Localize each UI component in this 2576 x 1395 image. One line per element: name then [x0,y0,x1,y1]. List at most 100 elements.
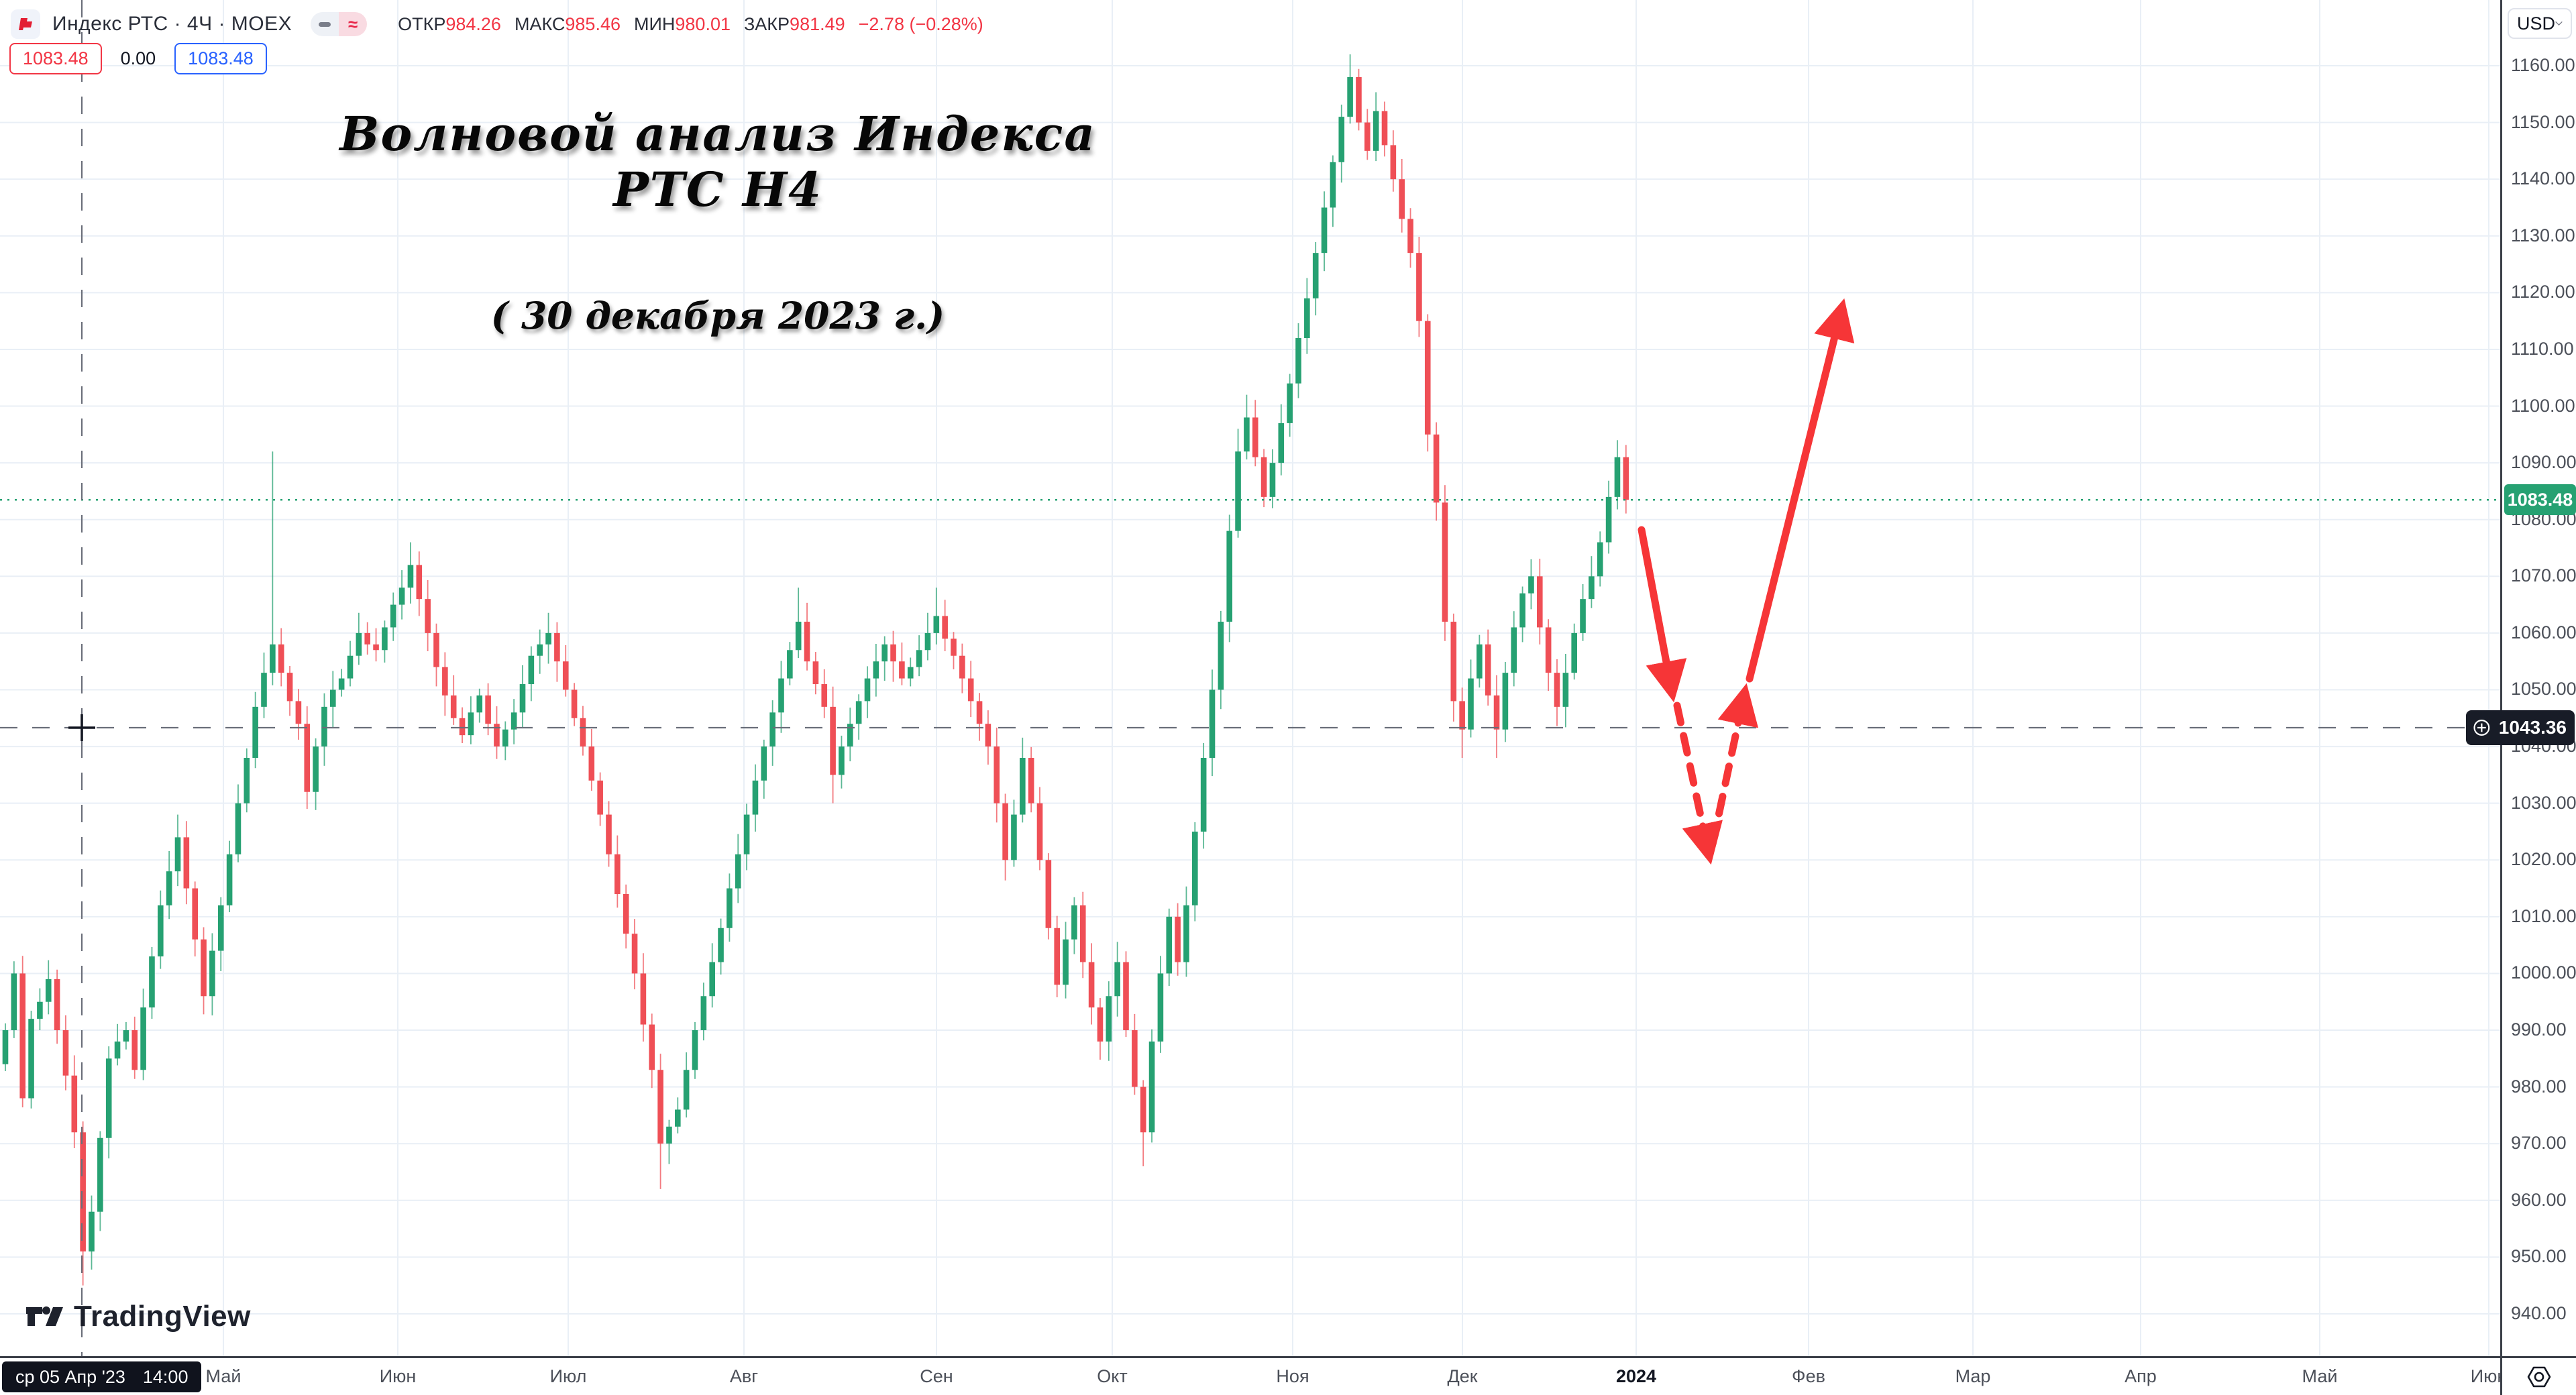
month-tick-label[interactable]: Мар [1955,1366,1991,1386]
currency-dropdown[interactable]: USD [2508,8,2572,39]
price-tick-label: 1120.00 [2511,282,2575,302]
candle-body [1148,1041,1155,1133]
candle-body [752,780,759,815]
dash-style-toggle-button[interactable] [311,12,339,36]
candle-body [459,718,466,736]
crosshair-time: 14:00 [142,1366,189,1387]
candle-body [1269,463,1276,497]
crosshair-plus-marker [68,714,95,741]
candle-body [131,1030,138,1070]
candle-body [54,979,60,1031]
add-alert-plus-icon[interactable] [2471,716,2492,739]
open-value: 984.26 [445,13,501,34]
candle-body [235,803,241,854]
price-axis[interactable]: USD 1160.00 1150.00 1140.00 1130.00 1120.00 1… [2500,0,2576,1356]
candle-body [1502,673,1509,730]
candle-body [519,684,526,713]
month-tick-label[interactable]: Апр [2125,1366,2157,1386]
crosshair-price-badge: 1043.36 [2466,710,2575,745]
candle-body [528,655,535,685]
candle-body [1364,122,1371,151]
candle-body [839,746,845,775]
candle-body [933,616,940,633]
last-price-badge: 1083.48 [2504,484,2576,516]
forecast-arrow-solid[interactable] [1638,526,1687,703]
candle-body [1605,496,1612,543]
price-tick-label: 1150.00 [2511,111,2575,132]
close-value: 981.49 [790,13,845,34]
candle-body [1079,905,1086,962]
candle-body [959,655,965,679]
candle-body [149,956,155,1008]
candle-body [494,724,500,747]
candle-body [373,644,379,651]
candle-body [1571,632,1577,673]
symbol-title[interactable]: Индекс РТС · 4Ч · MOEX [52,13,292,35]
candle-body [217,905,224,951]
candle-body [899,661,905,679]
time-axis[interactable]: ср 05 Апр '23 14:00 Май Июн Июл Авг Сен Окт Но… [0,1356,2507,1395]
candle-body [907,667,914,679]
forecast-arrow-solid[interactable] [1746,298,1855,683]
month-tick-label[interactable]: Фев [1792,1366,1825,1386]
candle-body [1218,621,1224,690]
forecast-arrow-dashed[interactable] [1673,702,1723,865]
price-tick-label: 1010.00 [2511,905,2576,926]
candle-body [1356,76,1362,123]
candle-body [19,973,25,1099]
candle-body [580,718,586,747]
candle-body [916,650,922,667]
candle-body [623,894,629,934]
month-tick-label[interactable]: Май [2302,1366,2338,1386]
price-box-blue[interactable]: 1083.48 [174,43,267,74]
candle-body [1312,253,1319,298]
price-box-red[interactable]: 1083.48 [9,43,102,74]
low-value: 980.01 [675,13,731,34]
rts-flag-icon [19,18,32,30]
candle-body [778,678,784,713]
candle-body [1537,576,1543,628]
candle-body [407,565,414,588]
wave-style-toggle-button[interactable]: ≈ [339,12,368,36]
candle-body [727,888,733,928]
candle-body [442,667,448,695]
candlestick-chart-canvas[interactable] [0,0,2500,1356]
candle-body [795,621,802,651]
price-tick-label: 940.00 [2511,1302,2567,1323]
price-tick-label: 990.00 [2511,1019,2567,1040]
month-tick-label[interactable]: Окт [1097,1366,1128,1386]
candle-body [28,1019,34,1099]
chevron-down-icon [2555,21,2563,26]
month-tick-label[interactable]: Авг [729,1366,759,1386]
month-tick-label[interactable]: Июл [549,1366,587,1386]
candle-body [1442,502,1448,622]
month-tick-label[interactable]: 2024 [1615,1366,1657,1386]
candle-body [158,905,164,957]
candle-body [140,1007,146,1070]
candle-body [718,928,724,962]
tradingview-watermark-text: TradingView [74,1300,251,1333]
candle-body [1097,1007,1104,1042]
candle-body [1054,928,1060,985]
forecast-arrow-dashed[interactable] [1709,683,1759,848]
candle-body [286,673,293,702]
candle-body [244,757,250,803]
settings-gear-icon[interactable] [2526,1365,2552,1388]
symbol-logo-icon[interactable] [11,9,40,39]
candle-body [1252,417,1258,457]
candle-body [1140,1086,1146,1133]
month-tick-label[interactable]: Ноя [1276,1366,1309,1386]
month-tick-label[interactable]: Июн [379,1366,417,1386]
close-label: ЗАКР [743,13,790,34]
tradingview-watermark[interactable]: TradingView [25,1300,251,1333]
candle-body [105,1058,112,1138]
candle-body [1545,627,1552,673]
month-tick-label[interactable]: Сен [920,1366,953,1386]
month-tick-label[interactable]: Май [205,1366,241,1386]
candle-body [761,746,767,781]
price-tick-label: 1140.00 [2511,168,2575,189]
candle-body [967,678,974,702]
dash-icon [319,21,331,27]
month-tick-label[interactable]: Дек [1447,1366,1478,1386]
